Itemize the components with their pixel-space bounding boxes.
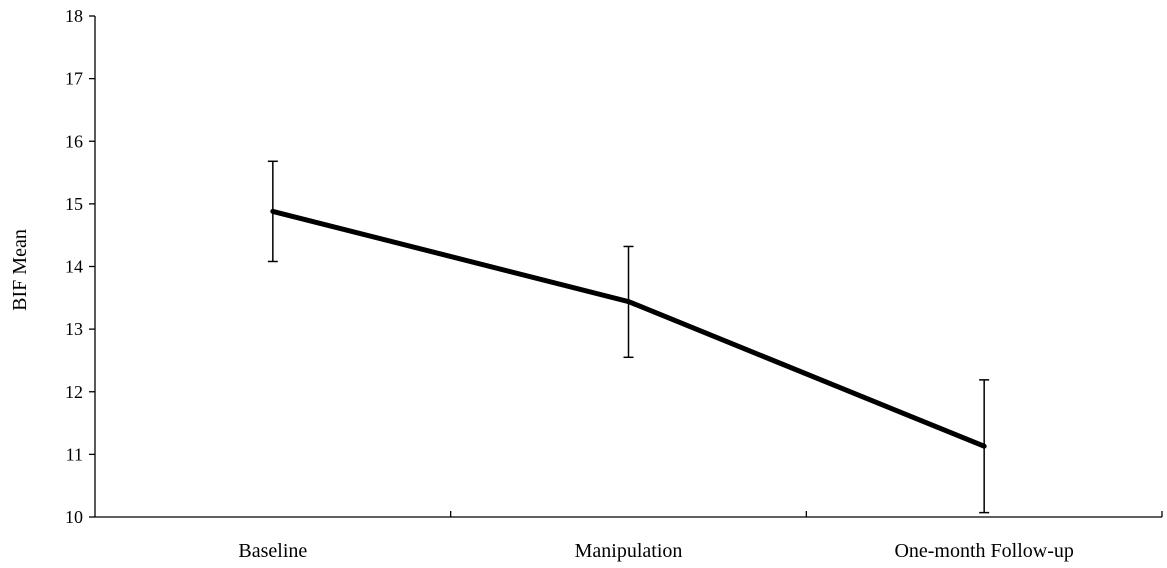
x-axis: Baseline Manipulation One-month Follow-up <box>95 511 1163 562</box>
y-tick-label: 17 <box>65 69 83 89</box>
y-tick-label: 13 <box>65 319 83 339</box>
data-point <box>981 443 987 449</box>
y-tick-label: 11 <box>66 444 83 464</box>
x-category-label: One-month Follow-up <box>894 540 1073 562</box>
y-axis-title: BIF Mean <box>9 229 31 311</box>
y-tick-label: 18 <box>65 6 83 26</box>
data-point <box>270 208 276 214</box>
y-tick-label: 10 <box>65 507 83 527</box>
y-axis: 10 11 12 13 14 15 16 17 18 <box>65 6 96 527</box>
y-tick-label: 14 <box>65 257 83 277</box>
data-point <box>626 299 631 305</box>
x-category-label: Baseline <box>238 540 307 562</box>
y-tick-label: 15 <box>65 194 83 214</box>
x-category-label: Manipulation <box>575 540 683 562</box>
error-bars <box>267 160 990 514</box>
y-tick-label: 16 <box>65 131 83 151</box>
y-tick-label: 12 <box>65 382 83 402</box>
series-group <box>270 208 987 449</box>
